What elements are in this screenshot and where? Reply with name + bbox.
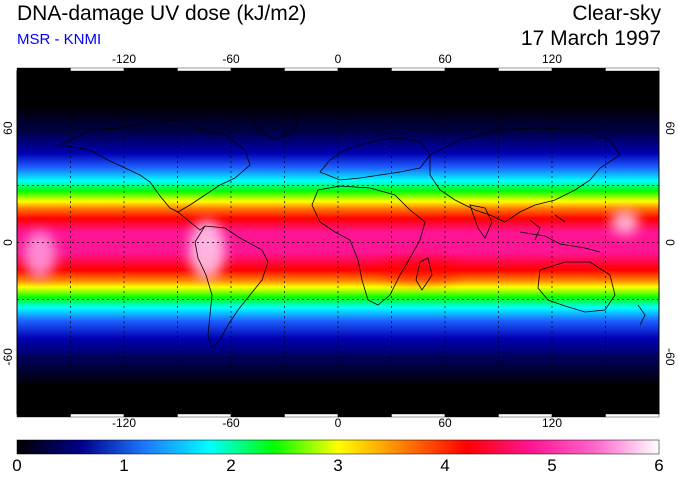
lat-tick-label-right: 0	[663, 239, 677, 246]
europe-coast	[319, 137, 431, 181]
frame-segment	[337, 67, 392, 72]
central-america-coast	[177, 211, 206, 231]
frame-segment	[16, 413, 71, 418]
frame-segment	[16, 67, 71, 72]
map-source: MSR - KNMI	[17, 31, 102, 48]
frame-segment	[337, 413, 392, 418]
colorbar-tick-label: 3	[333, 456, 343, 475]
colorbar-tick-label: 1	[119, 456, 129, 475]
lon-tick-label-top: 120	[542, 52, 562, 66]
lat-tick-label-left: -60	[1, 348, 15, 366]
coastlines	[58, 104, 646, 349]
colorbar	[16, 439, 660, 455]
frame-segment	[391, 67, 446, 72]
frame-segment	[284, 67, 339, 72]
colorbar-tick-label: 0	[12, 456, 22, 475]
sky-condition: Clear-sky	[572, 2, 661, 25]
lon-tick-label-top: 60	[438, 52, 452, 66]
lon-tick-label-top: -60	[222, 52, 240, 66]
new-zealand-coast	[637, 304, 646, 326]
map-title: DNA-damage UV dose (kJ/m2)	[17, 2, 307, 25]
frame-segment	[605, 67, 660, 72]
colorbar-tick-label: 2	[226, 456, 236, 475]
east-pacific-high-uv	[24, 231, 56, 279]
axis-labels: -120 -120 -60 -60 0 0 60 60 120 120 60 60 0 0 -60 -60	[1, 52, 677, 430]
frame-segment	[444, 413, 499, 418]
lon-tick-label-bottom: -60	[222, 416, 240, 430]
lon-tick-label-bottom: 120	[542, 416, 562, 430]
africa-coast	[311, 185, 426, 306]
north-america-coast	[58, 119, 251, 213]
africa-red	[380, 256, 460, 284]
colorbar-tick-label: 5	[547, 456, 557, 475]
frame-segment	[444, 67, 499, 72]
frame-segment	[70, 67, 125, 72]
lon-tick-label-bottom: 0	[335, 416, 342, 430]
frame-segment	[605, 413, 660, 418]
frame-segment	[284, 413, 339, 418]
south-america-coast	[194, 225, 269, 349]
colorbar-tick-label: 4	[440, 456, 450, 475]
map-date: 17 March 1997	[520, 27, 661, 50]
frame-segment	[498, 67, 553, 72]
madagascar-coast	[415, 257, 433, 291]
frame-segment	[177, 67, 232, 72]
frame-segment	[391, 413, 446, 418]
lat-tick-label-left: 60	[1, 121, 15, 135]
frame-segment	[551, 67, 606, 72]
lat-tick-label-right: -60	[663, 348, 677, 366]
lon-tick-label-bottom: 60	[438, 416, 452, 430]
lat-tick-label-left: 0	[1, 239, 15, 246]
lon-tick-label-top: 0	[335, 52, 342, 66]
pacific-high-uv	[611, 210, 639, 234]
frame-segment	[123, 67, 178, 72]
lon-tick-label-bottom: -120	[112, 416, 136, 430]
lon-tick-label-top: -120	[112, 52, 136, 66]
andes-high-uv	[189, 220, 225, 280]
frame-segment	[230, 67, 285, 72]
frame-ticks	[16, 67, 660, 418]
se-asia-islands	[519, 214, 601, 253]
india-coast	[469, 204, 493, 239]
asia-coast	[429, 127, 621, 223]
lat-lon-grid	[17, 71, 659, 414]
lat-tick-label-right: 60	[663, 121, 677, 135]
greenland-coast	[249, 104, 301, 141]
colorbar-tick-label: 6	[654, 456, 664, 475]
australia-coast	[537, 261, 616, 313]
